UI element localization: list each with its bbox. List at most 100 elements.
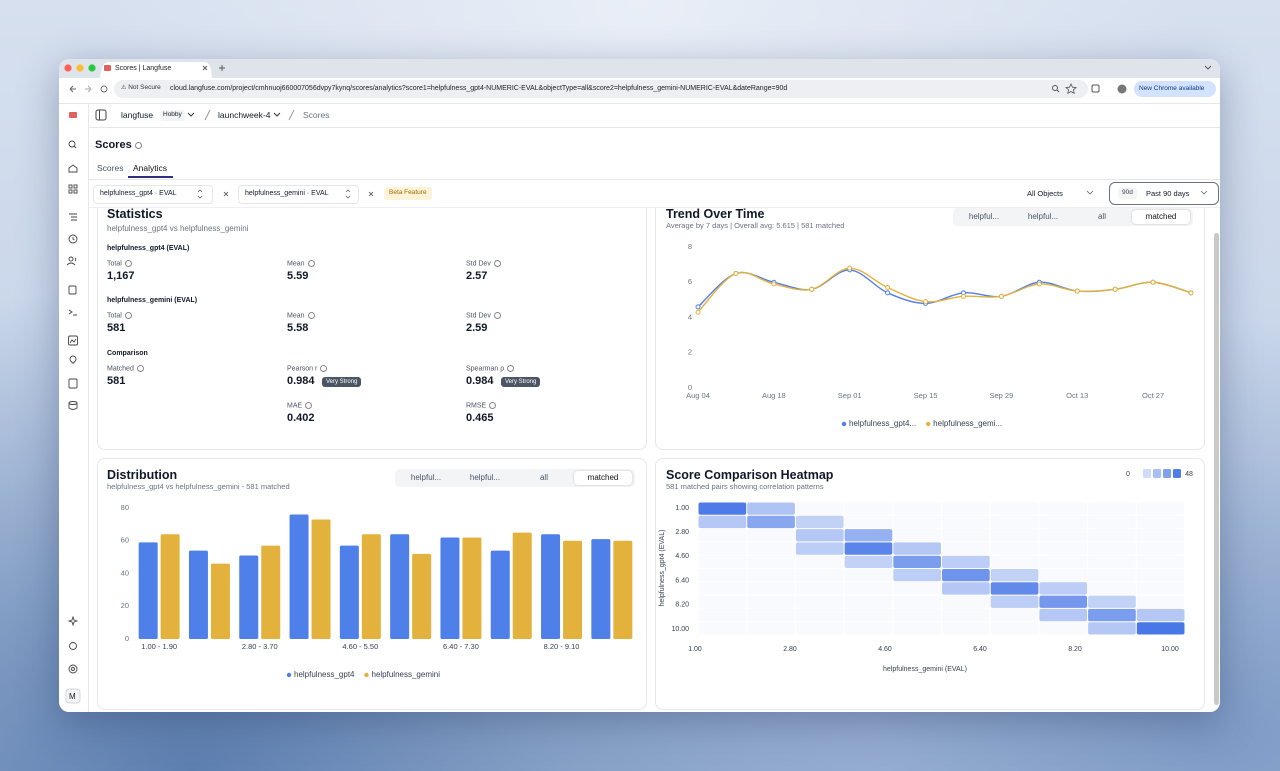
stat-label-text: Total <box>107 312 122 320</box>
y-tick-label: 10.00 <box>671 626 689 633</box>
stat-label: Spearman ρ <box>466 365 515 372</box>
sidebar-icons <box>65 112 81 704</box>
beta-badge: Beta Feature <box>384 187 432 200</box>
stat-label: Total <box>107 312 132 319</box>
legend-marker <box>841 421 847 427</box>
heatmap-cell <box>845 582 893 594</box>
legend-label: helpfulness_gemi... <box>933 419 1002 428</box>
data-point <box>695 304 701 310</box>
stat-label: Total <box>107 260 132 267</box>
scrollbar[interactable] <box>1214 233 1219 705</box>
toggle-option[interactable]: helpful... <box>968 212 1000 221</box>
heatmap-cell <box>1088 516 1136 528</box>
section-heading: helpfulness_gemini (EVAL) <box>107 297 198 304</box>
info-icon[interactable] <box>307 312 315 319</box>
heatmap-cell <box>796 596 844 608</box>
info-icon[interactable] <box>305 402 313 409</box>
bar <box>311 519 331 639</box>
bar <box>339 545 359 639</box>
info-icon[interactable] <box>507 365 515 372</box>
user-avatar[interactable]: M <box>69 692 76 701</box>
info-icon[interactable] <box>493 260 501 267</box>
info-icon[interactable] <box>493 312 501 319</box>
heatmap-cell <box>1137 556 1185 568</box>
heatmap-cell <box>698 515 747 529</box>
score-select-text[interactable]: helpfulness_gemini · EVAL <box>245 190 329 197</box>
toggle-option[interactable]: all <box>539 473 548 482</box>
color-scale-swatch <box>1143 469 1151 478</box>
color-scale-swatch <box>1153 469 1161 478</box>
toggle-option[interactable]: matched <box>574 471 632 485</box>
x-axis-title: helpfulness_gemini (EVAL) <box>883 666 967 673</box>
legend-marker <box>925 421 931 427</box>
heatmap-cell <box>893 542 941 555</box>
stat-label-text: RMSE <box>466 402 487 410</box>
data-point <box>1074 288 1080 294</box>
heatmap-cell <box>1088 529 1136 541</box>
heatmap-cell <box>747 609 795 621</box>
legend-marker <box>364 672 369 678</box>
score-select-text[interactable]: helpfulness_gpt4 · EVAL <box>100 190 177 197</box>
date-range-select[interactable] <box>1109 182 1219 205</box>
x-tick-label: 6.40 <box>973 646 987 653</box>
toggle-option[interactable]: helpful... <box>469 473 501 482</box>
data-point <box>885 290 891 296</box>
tab-active[interactable]: Analytics <box>133 163 168 173</box>
org-name[interactable]: langfuse <box>121 110 154 120</box>
url[interactable]: cloud.langfuse.com/project/cmhnuoj660007… <box>170 85 788 92</box>
info-icon[interactable] <box>134 141 142 149</box>
object-select-text[interactable]: All Objects <box>1027 189 1063 198</box>
heatmap-cell <box>796 609 844 621</box>
heatmap-cell <box>747 529 795 541</box>
update-text[interactable]: New Chrome available <box>1139 85 1205 92</box>
heatmap-cell <box>699 582 747 594</box>
toggle-option[interactable]: matched <box>1132 210 1190 224</box>
heatmap-cell <box>844 555 893 568</box>
bar <box>160 534 180 639</box>
bar <box>361 534 381 639</box>
data-point <box>1036 281 1042 287</box>
select-icons <box>197 189 374 199</box>
sidebar-toggle[interactable] <box>95 109 107 121</box>
card-subtitle: helpfulness_gpt4 vs helpfulness_gemini -… <box>107 482 290 491</box>
score-select[interactable] <box>93 185 213 204</box>
score-select[interactable] <box>238 185 359 204</box>
x-tick-label: 1.00 - 1.90 <box>141 642 177 651</box>
project-name[interactable]: launchweek-4 <box>218 110 271 120</box>
update-button[interactable] <box>1134 81 1216 97</box>
color-scale-swatch <box>1173 469 1181 478</box>
stat-label-text: MAE <box>287 402 303 410</box>
tab-title[interactable]: Scores | Langfuse <box>115 65 172 72</box>
info-icon[interactable] <box>124 260 132 267</box>
data-point <box>771 281 777 287</box>
toggle-option[interactable]: helpful... <box>410 473 442 482</box>
x-tick-label: Oct 13 <box>1066 391 1088 400</box>
stat-label: Std Dev <box>466 312 501 319</box>
toggle-option[interactable]: all <box>1097 212 1106 221</box>
bar <box>512 532 532 639</box>
y-tick-label: 4.60 <box>675 553 689 560</box>
heatmap-cell <box>699 596 747 608</box>
divider <box>89 179 1220 180</box>
toggle-option[interactable]: helpful... <box>1027 212 1059 221</box>
heatmap-cell <box>1137 569 1185 581</box>
x-tick-label: Sep 01 <box>838 391 862 400</box>
info-icon[interactable] <box>320 365 328 372</box>
x-tick-label: 2.80 <box>783 646 797 653</box>
heatmap-cell <box>796 569 844 581</box>
stat-label: Pearson r <box>287 365 328 372</box>
y-tick-label: 8 <box>688 242 692 251</box>
range-text[interactable]: Past 90 days <box>1146 189 1190 198</box>
heatmap-cell <box>1088 608 1136 622</box>
info-icon[interactable] <box>307 260 315 267</box>
info-icon[interactable] <box>136 365 144 372</box>
card-title: Trend Over Time <box>666 207 765 221</box>
omnibox[interactable] <box>114 80 1088 98</box>
tab[interactable]: Scores <box>97 163 124 173</box>
info-icon[interactable] <box>124 312 132 319</box>
heatmap-cell <box>844 529 893 542</box>
info-icon[interactable] <box>489 402 497 409</box>
heatmap-cell <box>795 542 844 555</box>
security-indicator[interactable]: ⚠ Not Secure <box>121 84 161 91</box>
